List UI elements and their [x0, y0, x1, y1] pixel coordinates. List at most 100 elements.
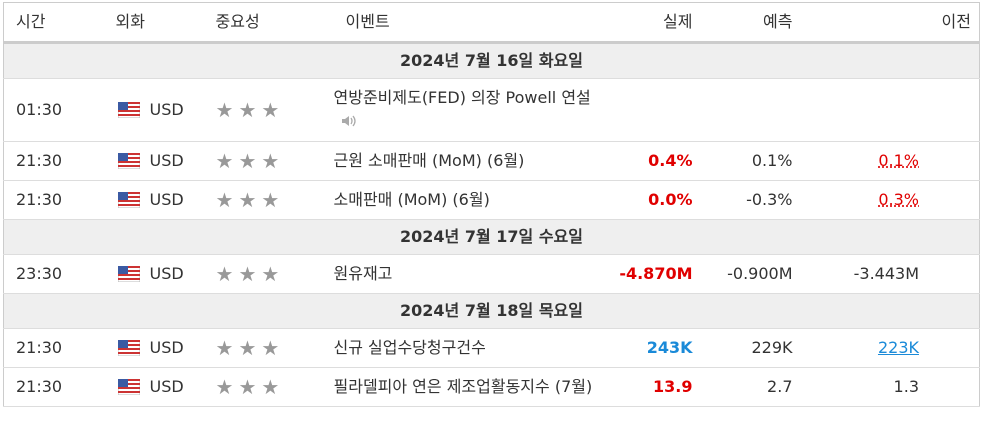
event-row[interactable]: 21:30 USD ★★★ 근원 소매판매 (MoM) (6월) 0.4% 0.1% 0.1…	[3, 141, 980, 181]
previous: 0.1%	[800, 141, 980, 181]
event-text: 근원 소매판매 (MoM) (6월)	[333, 151, 525, 170]
date-row: 2024년 7월 18일 목요일	[3, 293, 980, 329]
importance-star: ★	[261, 149, 285, 173]
event-name[interactable]: 연방준비제도(FED) 의장 Powell 연설	[333, 78, 609, 142]
speaker-icon[interactable]	[340, 113, 358, 129]
currency-code: USD	[149, 100, 184, 119]
column-header: 외화	[103, 2, 204, 44]
previous: 0.3%	[800, 180, 980, 220]
us-flag	[117, 265, 140, 283]
previous	[800, 78, 980, 142]
time: 21:30	[3, 328, 104, 368]
importance: ★★★	[203, 254, 334, 294]
importance-star: ★	[238, 262, 262, 286]
currency: USD	[103, 141, 204, 181]
importance-star: ★	[215, 336, 239, 360]
importance-star: ★	[261, 375, 285, 399]
date-row: 2024년 7월 17일 수요일	[3, 219, 980, 255]
importance-star: ★	[261, 98, 285, 122]
event-text: 소매판매 (MoM) (6월)	[333, 190, 490, 209]
actual: 0.0%	[608, 180, 701, 220]
currency-code: USD	[149, 377, 184, 396]
event-text: 원유재고	[333, 264, 393, 283]
us-flag	[117, 339, 140, 357]
importance-star: ★	[215, 149, 239, 173]
importance: ★★★	[203, 180, 334, 220]
actual: 243K	[608, 328, 701, 368]
actual: 0.4%	[608, 141, 701, 181]
actual: -4.870M	[608, 254, 701, 294]
previous-value[interactable]: 0.3%	[878, 190, 919, 209]
calendar-table: 시간 외화 중요성 이벤트 실제 예측 이전 2024년 7월 16일 화요일 01:30 US…	[3, 2, 980, 407]
importance-star: ★	[261, 188, 285, 212]
importance-star: ★	[215, 188, 239, 212]
forecast: 229K	[700, 328, 801, 368]
currency-code: USD	[149, 264, 184, 283]
event-row[interactable]: 23:30 USD ★★★ 원유재고 -4.870M -0.900M -3.443M	[3, 254, 980, 294]
time: 21:30	[3, 367, 104, 407]
event-text: 필라델피아 연은 제조업활동지수 (7월)	[333, 377, 593, 396]
time: 23:30	[3, 254, 104, 294]
table-body: 2024년 7월 16일 화요일 01:30 USD ★★★ 연방준비제도(FED) 의…	[3, 42, 980, 407]
column-header: 예측	[700, 2, 801, 44]
event-row[interactable]: 01:30 USD ★★★ 연방준비제도(FED) 의장 Powell 연설	[3, 78, 980, 142]
us-flag	[117, 378, 140, 396]
column-header: 실제	[608, 2, 701, 44]
currency: USD	[103, 367, 204, 407]
forecast: -0.900M	[700, 254, 801, 294]
currency: USD	[103, 254, 204, 294]
importance-star: ★	[215, 98, 239, 122]
importance-star: ★	[261, 262, 285, 286]
importance: ★★★	[203, 141, 334, 181]
importance: ★★★	[203, 78, 334, 142]
us-flag	[117, 152, 140, 170]
forecast: 2.7	[700, 367, 801, 407]
importance-star: ★	[261, 336, 285, 360]
column-header: 시간	[3, 2, 104, 44]
previous-value: 1.3	[893, 377, 919, 396]
date-label: 2024년 7월 18일 목요일	[3, 293, 980, 329]
column-header: 이벤트	[333, 2, 609, 44]
event-row[interactable]: 21:30 USD ★★★ 필라델피아 연은 제조업활동지수 (7월) 13.9 2.7 1…	[3, 367, 980, 407]
importance-star: ★	[238, 375, 262, 399]
event-text: 연방준비제도(FED) 의장 Powell 연설	[333, 88, 591, 107]
importance: ★★★	[203, 367, 334, 407]
previous: 223K	[800, 328, 980, 368]
event-name[interactable]: 소매판매 (MoM) (6월)	[333, 180, 609, 220]
us-flag	[117, 101, 140, 119]
event-text: 신규 실업수당청구건수	[333, 338, 486, 357]
event-name[interactable]: 필라델피아 연은 제조업활동지수 (7월)	[333, 367, 609, 407]
event-name[interactable]: 신규 실업수당청구건수	[333, 328, 609, 368]
currency: USD	[103, 180, 204, 220]
date-label: 2024년 7월 16일 화요일	[3, 42, 980, 79]
time: 01:30	[3, 78, 104, 142]
time: 21:30	[3, 141, 104, 181]
importance-star: ★	[215, 262, 239, 286]
event-name[interactable]: 근원 소매판매 (MoM) (6월)	[333, 141, 609, 181]
header-row: 시간 외화 중요성 이벤트 실제 예측 이전	[3, 2, 980, 44]
us-flag	[117, 191, 140, 209]
column-header: 중요성	[203, 2, 334, 44]
previous: -3.443M	[800, 254, 980, 294]
importance: ★★★	[203, 328, 334, 368]
event-row[interactable]: 21:30 USD ★★★ 신규 실업수당청구건수 243K 229K 223K	[3, 328, 980, 368]
previous: 1.3	[800, 367, 980, 407]
previous-value: -3.443M	[853, 264, 919, 283]
previous-value[interactable]: 0.1%	[878, 151, 919, 170]
importance-star: ★	[238, 188, 262, 212]
event-row[interactable]: 21:30 USD ★★★ 소매판매 (MoM) (6월) 0.0% -0.3% 0.3%	[3, 180, 980, 220]
previous-value[interactable]: 223K	[877, 338, 919, 357]
date-label: 2024년 7월 17일 수요일	[3, 219, 980, 255]
currency-code: USD	[149, 190, 184, 209]
currency: USD	[103, 328, 204, 368]
importance-star: ★	[238, 98, 262, 122]
importance-star: ★	[238, 149, 262, 173]
forecast: 0.1%	[700, 141, 801, 181]
currency-code: USD	[149, 338, 184, 357]
forecast	[700, 78, 801, 142]
forecast: -0.3%	[700, 180, 801, 220]
actual: 13.9	[608, 367, 701, 407]
currency: USD	[103, 78, 204, 142]
event-name[interactable]: 원유재고	[333, 254, 609, 294]
